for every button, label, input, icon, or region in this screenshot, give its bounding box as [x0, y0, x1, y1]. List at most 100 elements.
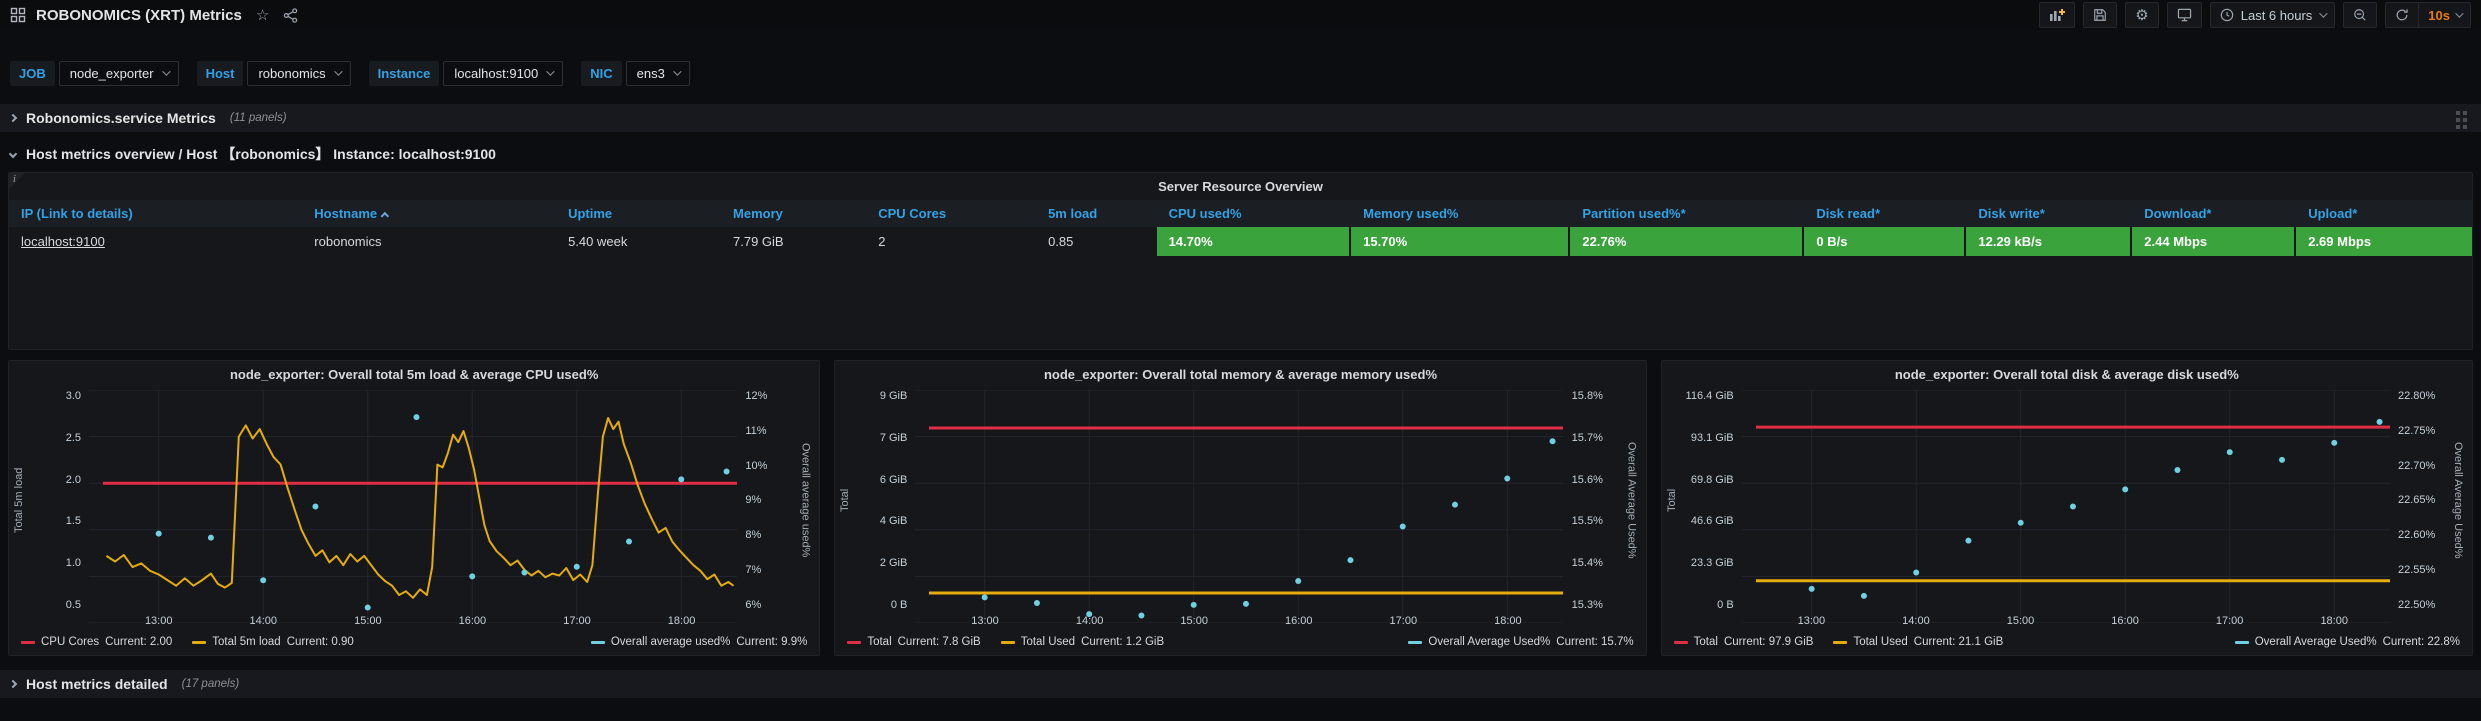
- column-header-memory-used[interactable]: Memory used%: [1363, 206, 1459, 221]
- column-header-ip[interactable]: IP (Link to details): [21, 206, 133, 221]
- legend-item[interactable]: Total Current: 97.9 GiB: [1673, 636, 1814, 648]
- chevron-right-icon: [8, 679, 18, 689]
- x-axis-tick: 15:00: [1180, 615, 1208, 627]
- column-header-cpu-cores[interactable]: CPU Cores: [878, 206, 947, 221]
- chart-plot-area[interactable]: [89, 390, 737, 623]
- refresh-picker: 10s: [2385, 2, 2471, 28]
- legend-series-current: Current: 22.8%: [2382, 636, 2460, 648]
- cell-upload: 2.69 Mbps: [2296, 227, 2472, 256]
- x-axis-tick: 18:00: [1494, 615, 1522, 627]
- y-axis-ticks-left: 3.0 2.5 2.0 1.5 1.0 0.5: [27, 390, 89, 611]
- cell-disk-read: 0 B/s: [1804, 227, 1965, 256]
- axis-tick: 23.3 GiB: [1690, 557, 1734, 570]
- filter-job-value[interactable]: node_exporter: [58, 60, 179, 86]
- filter-instance-value[interactable]: localhost:9100: [443, 60, 564, 86]
- chart-legend: Total Current: 7.8 GiB Total Used Current…: [835, 633, 1645, 655]
- legend-series-current: Current: 2.00: [105, 636, 173, 648]
- time-range-picker[interactable]: Last 6 hours: [2209, 2, 2336, 28]
- column-header-uptime[interactable]: Uptime: [568, 206, 613, 221]
- column-header-memory[interactable]: Memory: [733, 206, 783, 221]
- y-axis-ticks-right: 22.80% 22.75% 22.70% 22.65% 22.60% 22.55% 22.5…: [2390, 390, 2450, 611]
- dashboard-grid-icon[interactable]: [10, 7, 26, 23]
- legend-series-current: Current: 9.9%: [736, 636, 808, 648]
- refresh-button[interactable]: [2386, 3, 2418, 27]
- axis-tick: 22.80%: [2397, 390, 2436, 402]
- column-header-cpu-used[interactable]: CPU used%: [1168, 206, 1242, 221]
- cell-cpu-cores: 2: [878, 234, 886, 249]
- charts-row: node_exporter: Overall total 5m load & a…: [8, 360, 2473, 656]
- axis-tick: 116.4 GiB: [1685, 390, 1734, 402]
- legend-item[interactable]: Total Used Current: 1.2 GiB: [1000, 636, 1164, 648]
- column-header-disk-write[interactable]: Disk write*: [1978, 206, 2045, 221]
- save-dashboard-button[interactable]: [2083, 2, 2118, 28]
- chevron-down-icon: [546, 67, 555, 76]
- add-panel-button[interactable]: [2039, 2, 2076, 28]
- filter-job: JOB node_exporter: [10, 60, 179, 86]
- x-axis-tick: 18:00: [2320, 615, 2348, 627]
- y-axis-label-right: Overall Average Used%: [1625, 442, 1638, 559]
- axis-tick: 69.8 GiB: [1690, 473, 1734, 486]
- chart-legend: Total Current: 97.9 GiB Total Used Curren…: [1662, 633, 2472, 655]
- cell-memory-used: 15.70%: [1351, 227, 1569, 256]
- legend-series-color: [2234, 640, 2249, 644]
- x-axis-tick: 14:00: [249, 615, 278, 627]
- axis-tick: 2 GiB: [879, 557, 908, 570]
- row-panel-count: (17 panels): [181, 678, 240, 690]
- axis-tick: 9 GiB: [879, 390, 908, 402]
- y-axis-label-right: Overall average used%: [799, 443, 812, 558]
- dashboard-settings-button[interactable]: ⚙: [2125, 2, 2159, 28]
- axis-tick: 15.8%: [1571, 390, 1603, 402]
- column-header-5m-load[interactable]: 5m load: [1048, 206, 1098, 221]
- filter-host: Host robonomics: [196, 60, 351, 86]
- axis-tick: 15.6%: [1571, 473, 1603, 486]
- row-drag-handle[interactable]: [2456, 111, 2467, 129]
- table-header-row: IP (Link to details) Hostname Uptime Mem…: [9, 200, 2472, 227]
- legend-series-current: Current: 97.9 GiB: [1723, 636, 1814, 648]
- filter-nic: NIC ens3: [581, 60, 690, 86]
- column-header-disk-read[interactable]: Disk read*: [1816, 206, 1880, 221]
- refresh-interval-dropdown[interactable]: 10s: [2418, 3, 2470, 27]
- y-axis-ticks-right: 15.8% 15.7% 15.6% 15.5% 15.4% 15.3%: [1564, 390, 1624, 611]
- row-host-metrics-overview[interactable]: Host metrics overview / Host 【robonomics…: [0, 140, 2481, 168]
- instance-link[interactable]: localhost:9100: [21, 234, 105, 249]
- x-axis-tick: 13:00: [1797, 615, 1826, 627]
- filter-nic-value[interactable]: ens3: [625, 60, 690, 86]
- row-host-metrics-detailed[interactable]: Host metrics detailed (17 panels): [0, 670, 2481, 698]
- x-axis-tick: 13:00: [971, 615, 999, 627]
- legend-item[interactable]: CPU Cores Current: 2.00: [21, 636, 172, 648]
- zoom-out-time-button[interactable]: [2343, 2, 2378, 28]
- column-header-hostname[interactable]: Hostname: [302, 200, 554, 227]
- axis-tick: 15.3%: [1571, 598, 1603, 611]
- filter-host-value[interactable]: robonomics: [247, 60, 351, 86]
- panel-total-memory-used: node_exporter: Overall total memory & av…: [834, 360, 1647, 656]
- row-robonomics-service-metrics[interactable]: Robonomics.service Metrics (11 panels): [0, 104, 2481, 132]
- chart-plot-area[interactable]: [915, 390, 1564, 623]
- column-header-download[interactable]: Download*: [2144, 206, 2212, 221]
- refresh-icon: [2396, 9, 2408, 21]
- legend-item[interactable]: Overall Average Used% Current: 15.7%: [1408, 636, 1634, 648]
- panel-title[interactable]: node_exporter: Overall total disk & aver…: [1894, 367, 2239, 382]
- column-header-upload[interactable]: Upload*: [2308, 206, 2358, 221]
- share-icon[interactable]: [283, 7, 298, 23]
- row-title: Host metrics detailed: [26, 676, 168, 692]
- legend-series-name: Overall Average Used%: [1428, 636, 1551, 648]
- column-header-partition-used[interactable]: Partition used%*: [1582, 206, 1686, 221]
- legend-item[interactable]: Total Used Current: 21.1 GiB: [1833, 636, 2003, 648]
- legend-item[interactable]: Overall average used% Current: 9.9%: [590, 636, 808, 648]
- legend-item[interactable]: Total 5m load Current: 0.90: [192, 636, 354, 648]
- panel-title[interactable]: node_exporter: Overall total memory & av…: [1043, 367, 1438, 382]
- server-resource-overview-panel: i Server Resource Overview IP (Link to d…: [8, 172, 2473, 350]
- kiosk-mode-button[interactable]: [2166, 2, 2202, 28]
- chart-plot-area[interactable]: [1741, 390, 2390, 623]
- axis-tick: 22.75%: [2397, 424, 2436, 437]
- chevron-down-icon: [8, 149, 18, 159]
- cell-hostname: robonomics: [314, 234, 382, 249]
- legend-item[interactable]: Total Current: 7.8 GiB: [847, 636, 981, 648]
- star-icon[interactable]: ☆: [255, 6, 270, 24]
- axis-tick: 0 B: [890, 598, 908, 611]
- cell-ip: localhost:9100: [9, 227, 300, 256]
- panel-title[interactable]: Server Resource Overview: [1158, 179, 1323, 194]
- panel-title[interactable]: node_exporter: Overall total 5m load & a…: [229, 367, 599, 382]
- axis-tick: 11%: [745, 424, 767, 437]
- legend-item[interactable]: Overall Average Used% Current: 22.8%: [2234, 636, 2460, 648]
